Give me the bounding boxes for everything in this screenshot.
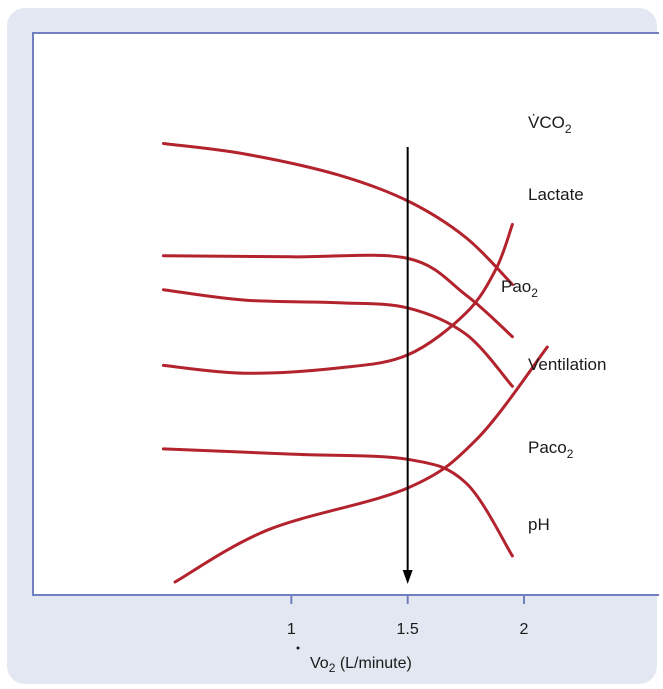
- x-tick-label: 1: [287, 621, 296, 638]
- series-label-paco2: Paco2: [528, 438, 574, 461]
- series-line-vco2: [161, 142, 514, 286]
- threshold-arrow: [402, 147, 413, 584]
- series-line-lactate: [161, 253, 514, 339]
- x-tick-label: 1.5: [397, 621, 419, 638]
- series-line-ventilation: [161, 288, 514, 388]
- series-line-ph: [173, 345, 549, 584]
- series-line-paco2: [161, 447, 514, 558]
- series-line-pao2: [161, 222, 514, 375]
- x-tick-label: 2: [520, 621, 529, 638]
- series-label-vco2: V̇CO2: [528, 113, 572, 136]
- x-axis-title-dot: [296, 646, 300, 650]
- threshold-arrowhead: [402, 570, 413, 584]
- series-label-ph: pH: [528, 515, 550, 534]
- series-labels: V̇CO2 Lactate Pao2 Ventilation Paco2 pH: [501, 113, 606, 534]
- plot-area: [32, 32, 659, 596]
- x-axis: 1 1.5 2 Vo2 (L/minute): [287, 596, 529, 675]
- series-layer: [161, 142, 549, 584]
- series-label-pao2: Pao2: [501, 277, 538, 300]
- x-axis-title: Vo2 (L/minute): [310, 655, 412, 675]
- series-label-lactate: Lactate: [528, 185, 584, 204]
- series-label-ventilation: Ventilation: [528, 355, 606, 374]
